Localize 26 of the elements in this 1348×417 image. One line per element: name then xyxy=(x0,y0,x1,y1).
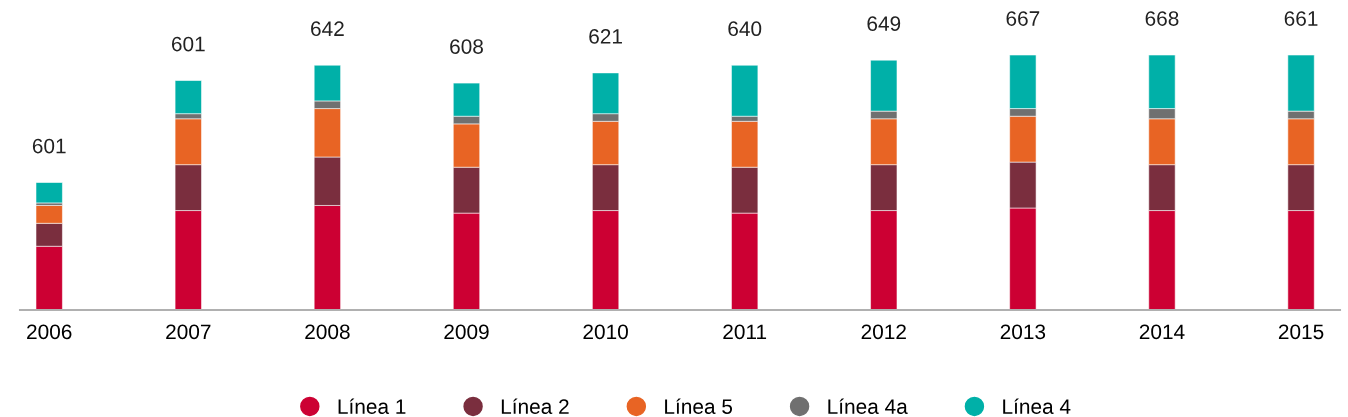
annotation: 667 xyxy=(1006,11,1040,26)
x-tick-label: 2015 xyxy=(1278,324,1324,340)
legend-label: Línea 2 xyxy=(501,398,569,414)
legend-label: Línea 1 xyxy=(338,398,406,414)
annotation: 642 xyxy=(311,21,344,37)
annotation: 601 xyxy=(171,36,205,52)
annotation: 649 xyxy=(867,16,901,32)
x-tick-label: 2010 xyxy=(583,324,628,340)
x-tick-label: 2006 xyxy=(27,324,72,340)
annotation: 601 xyxy=(32,138,66,154)
legend-label: Línea 5 xyxy=(665,398,733,414)
annotation: 621 xyxy=(589,29,622,44)
annotation: 661 xyxy=(1284,11,1318,26)
annotation: 608 xyxy=(450,39,483,54)
x-tick-label: 2011 xyxy=(723,324,767,340)
x-tick-label: 2014 xyxy=(1139,324,1185,340)
x-tick-label: 2009 xyxy=(444,324,489,340)
x-tick-label: 2007 xyxy=(166,324,211,340)
bar xyxy=(35,182,63,204)
annotation: 668 xyxy=(1145,11,1179,26)
x-tick-label: 2012 xyxy=(861,324,906,340)
legend-label: Línea 4a xyxy=(828,398,908,414)
legend-label: Línea 4 xyxy=(1003,398,1071,414)
x-tick-label: 2013 xyxy=(1000,324,1046,340)
x-tick-label: 2008 xyxy=(305,324,350,340)
annotation: 640 xyxy=(728,21,762,37)
